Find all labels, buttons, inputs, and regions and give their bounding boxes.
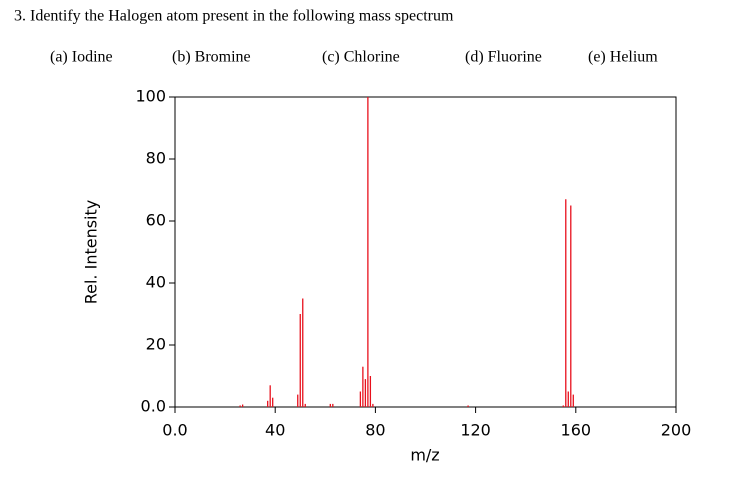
x-tick-label: 120 bbox=[460, 421, 491, 440]
y-tick-label: 40 bbox=[146, 273, 166, 292]
option: (e) Helium bbox=[588, 49, 658, 66]
option: (a) Iodine bbox=[50, 49, 113, 66]
x-axis-label: m/z bbox=[410, 446, 439, 465]
y-axis-label: Rel. Intensity bbox=[82, 200, 101, 305]
x-tick-label: 200 bbox=[661, 421, 692, 440]
option: (c) Chlorine bbox=[322, 49, 400, 66]
y-tick-label: 80 bbox=[146, 149, 166, 168]
y-tick-label: 100 bbox=[135, 87, 166, 106]
y-tick-label: 0.0 bbox=[141, 397, 166, 416]
x-tick-label: 80 bbox=[365, 421, 385, 440]
option: (d) Fluorine bbox=[465, 49, 542, 66]
option: (b) Bromine bbox=[172, 49, 251, 66]
question-text: 3. Identify the Halogen atom present in … bbox=[14, 8, 454, 25]
x-tick-label: 160 bbox=[561, 421, 592, 440]
y-tick-label: 60 bbox=[146, 211, 166, 230]
x-tick-label: 40 bbox=[265, 421, 285, 440]
plot-frame bbox=[174, 96, 677, 408]
x-tick-label: 0.0 bbox=[162, 421, 187, 440]
y-tick-label: 20 bbox=[146, 335, 166, 354]
